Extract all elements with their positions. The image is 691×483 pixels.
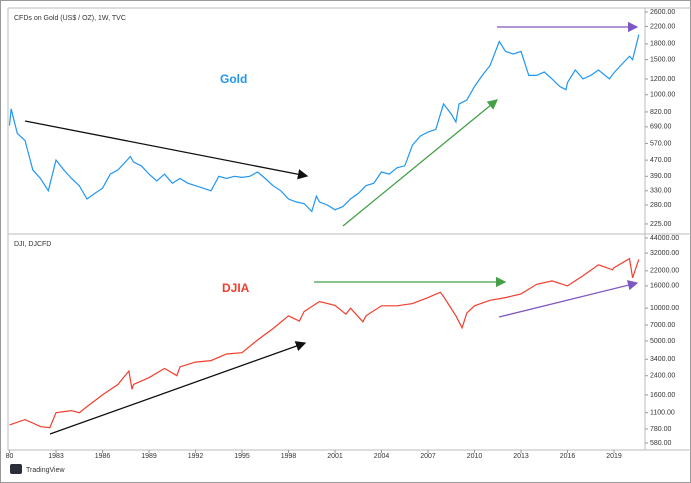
arrow [49, 341, 307, 435]
arrow [342, 99, 499, 227]
y-tick-label: 1100.00 [650, 410, 675, 417]
line-series [9, 257, 640, 429]
y-tick-label: 44000.00 [650, 235, 679, 242]
x-tick-label: 1998 [281, 453, 297, 460]
footer: TradingView [26, 467, 65, 474]
arrow [498, 280, 639, 318]
annotation: Gold [220, 72, 247, 86]
y-tick-label: 1800.00 [650, 41, 675, 48]
y-tick-label: 1200.00 [650, 76, 675, 83]
y-tick-label: 2400.00 [650, 373, 675, 380]
x-tick-label: 1989 [141, 453, 157, 460]
y-tick-label: 32000.00 [650, 250, 679, 257]
panel-title: DJI, DJCFD [14, 241, 51, 248]
x-tick-label: 80 [6, 453, 14, 460]
x-tick-label: 2010 [467, 453, 483, 460]
x-tick-label: 2004 [374, 453, 390, 460]
x-tick-label: 1992 [188, 453, 204, 460]
logo [10, 464, 22, 474]
y-tick-label: 1600.00 [650, 392, 675, 399]
y-tick-label: 470.00 [650, 157, 672, 164]
y-tick-label: 580.00 [650, 440, 672, 447]
x-tick-label: 2019 [606, 453, 622, 460]
annotation: DJIA [222, 281, 250, 295]
y-tick-label: 3400.00 [650, 356, 675, 363]
y-tick-label: 820.00 [650, 109, 672, 116]
x-tick-label: 2013 [513, 453, 529, 460]
y-tick-label: 2600.00 [650, 9, 675, 16]
x-tick-label: 2016 [560, 453, 576, 460]
y-tick-label: 570.00 [650, 140, 672, 147]
y-tick-label: 390.00 [650, 173, 672, 180]
x-tick-label: 2001 [327, 453, 343, 460]
y-tick-label: 10000.00 [650, 305, 679, 312]
x-tick-label: 1983 [48, 453, 64, 460]
y-tick-label: 5000.00 [650, 338, 675, 345]
y-tick-label: 7000.00 [650, 322, 675, 329]
y-tick-label: 690.00 [650, 124, 672, 131]
y-tick-label: 2200.00 [650, 23, 675, 30]
y-tick-label: 780.00 [650, 426, 672, 433]
x-tick-label: 2007 [420, 453, 436, 460]
y-tick-label: 22000.00 [650, 268, 679, 275]
line-series [8, 34, 640, 213]
y-tick-label: 330.00 [650, 188, 672, 195]
x-tick-label: 1986 [95, 453, 111, 460]
x-tick-label: 1995 [234, 453, 250, 460]
y-tick-label: 280.00 [650, 202, 672, 209]
arrow [24, 120, 309, 180]
y-tick-label: 1500.00 [650, 56, 675, 63]
y-tick-label: 16000.00 [650, 283, 679, 290]
y-tick-label: 1000.00 [650, 92, 675, 99]
panel-title: CFDs on Gold (US$ / OZ), 1W, TVC [14, 15, 126, 22]
y-tick-label: 225.00 [650, 221, 672, 228]
